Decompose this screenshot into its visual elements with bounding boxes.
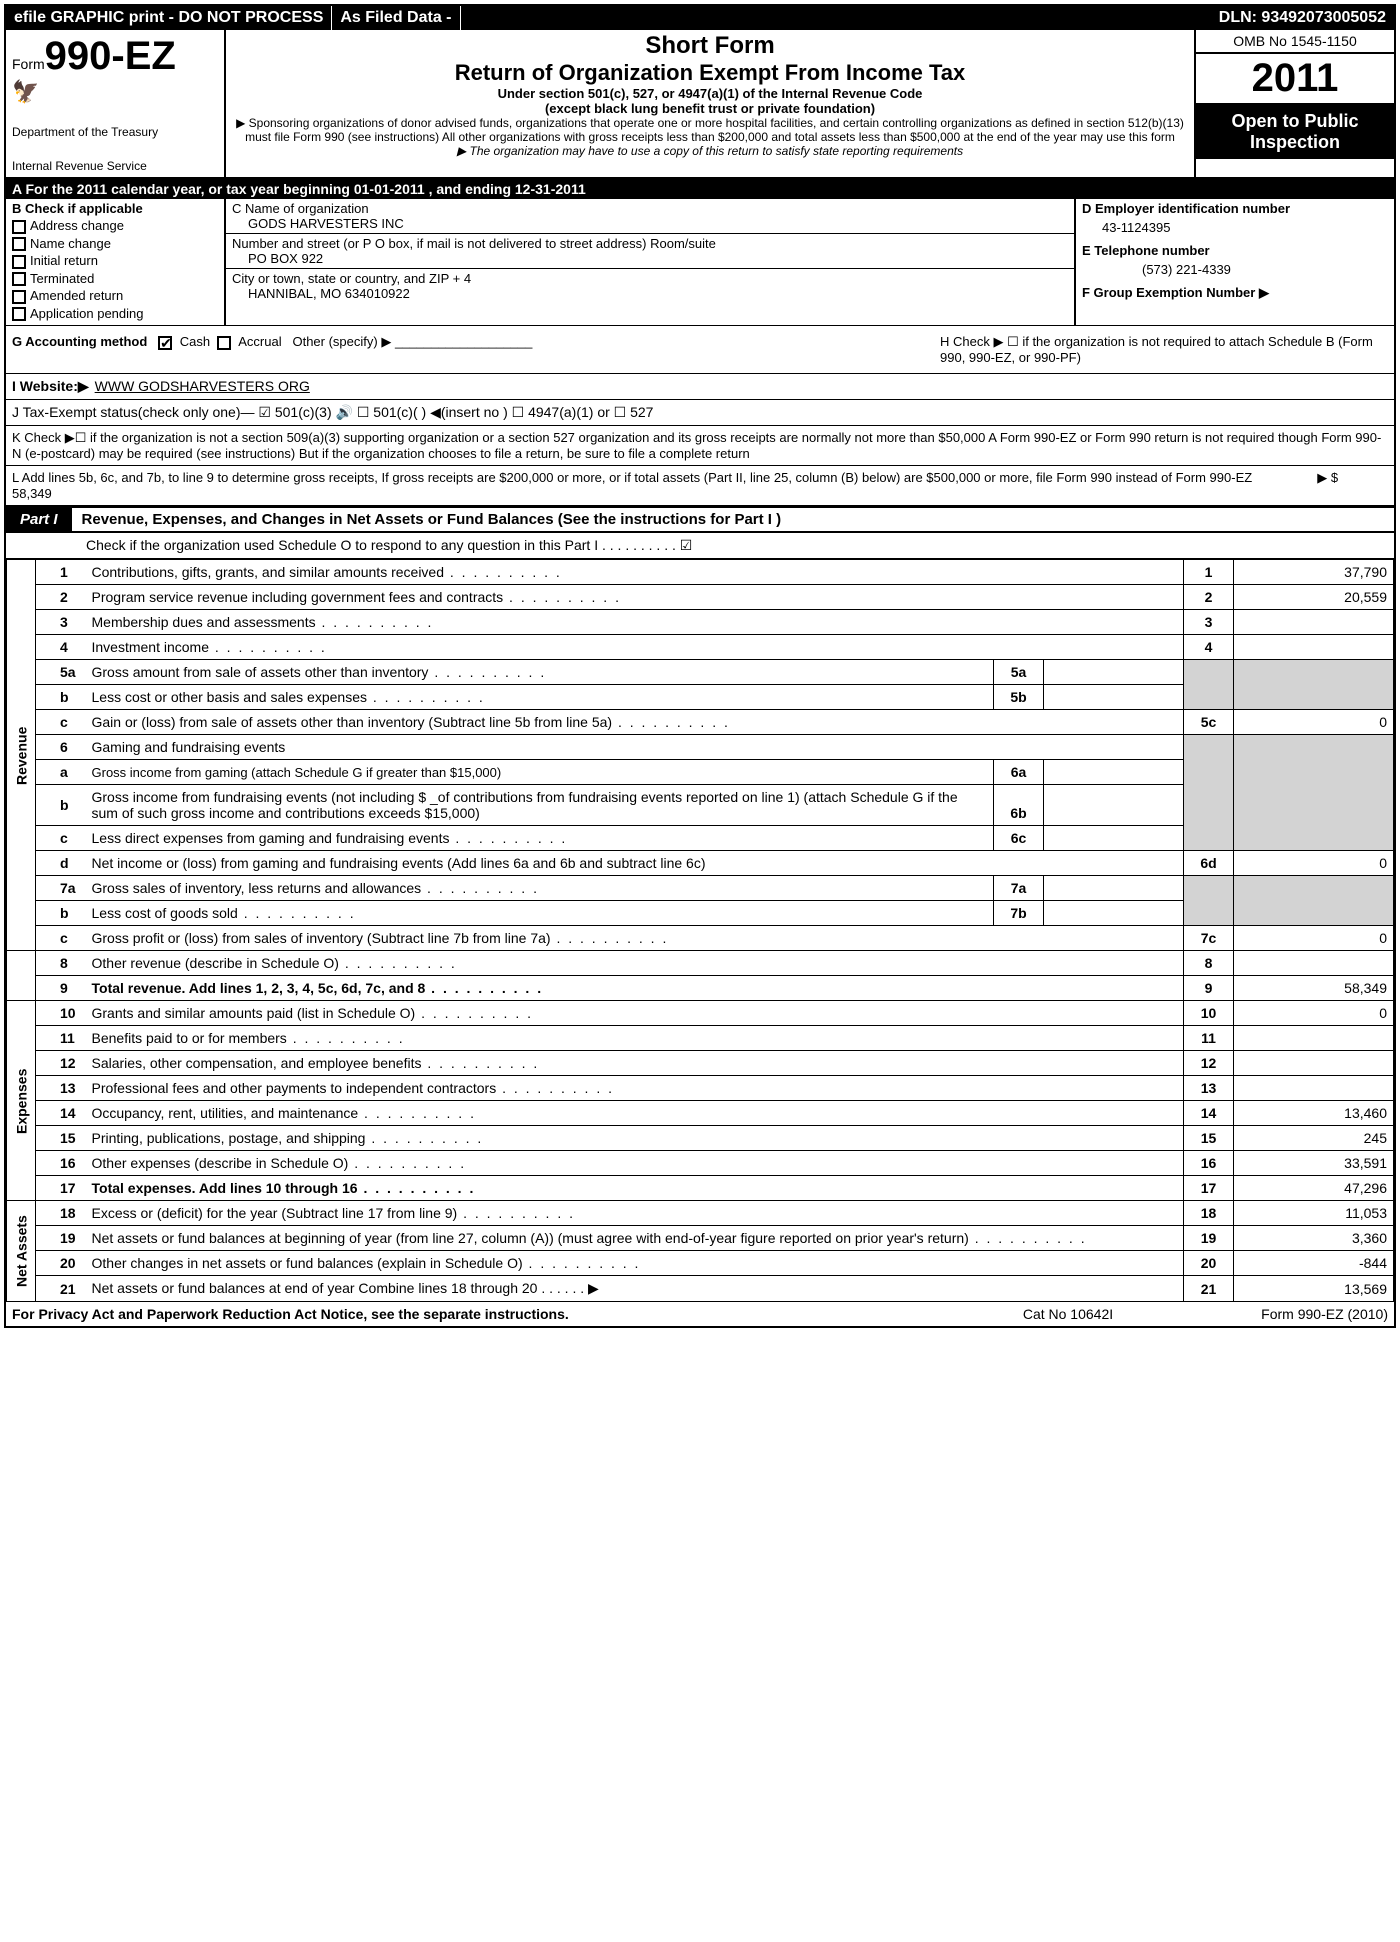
col-b-title: B Check if applicable — [12, 201, 218, 216]
org-name-value: GODS HARVESTERS INC — [232, 216, 1068, 231]
gh-row: G Accounting method Cash Accrual Other (… — [6, 326, 1394, 374]
part1-header: Part I Revenue, Expenses, and Changes in… — [6, 506, 1394, 533]
row-g: G Accounting method Cash Accrual Other (… — [6, 326, 934, 373]
cb-initial[interactable]: Initial return — [12, 253, 218, 269]
footer-catno: Cat No 10642I — [968, 1306, 1168, 1322]
expenses-label: Expenses — [7, 1001, 36, 1201]
part1-table: Revenue 1 Contributions, gifts, grants, … — [6, 559, 1394, 1302]
g-label: G Accounting method — [12, 334, 147, 349]
header-left: Form990-EZ 🦅 Department of the Treasury … — [6, 30, 226, 177]
as-filed: As Filed Data - — [332, 6, 460, 30]
cb-pending[interactable]: Application pending — [12, 306, 218, 322]
return-title: Return of Organization Exempt From Incom… — [234, 60, 1186, 86]
subtitle-2: (except black lung benefit trust or priv… — [234, 101, 1186, 116]
city-block: City or town, state or country, and ZIP … — [226, 269, 1074, 303]
col-c: C Name of organization GODS HARVESTERS I… — [226, 199, 1074, 325]
city-label: City or town, state or country, and ZIP … — [232, 271, 1068, 286]
col-d: D Employer identification number 43-1124… — [1074, 199, 1394, 325]
row-j: J Tax-Exempt status(check only one)— ☑ 5… — [6, 400, 1394, 426]
eagle-icon: 🦅 — [12, 79, 218, 105]
row-a: A For the 2011 calendar year, or tax yea… — [6, 179, 1394, 199]
part1-title: Revenue, Expenses, and Changes in Net As… — [72, 511, 782, 528]
footer-form: Form 990-EZ (2010) — [1168, 1306, 1388, 1322]
omb-number: OMB No 1545-1150 — [1196, 30, 1394, 54]
row-k: K Check ▶☐ if the organization is not a … — [6, 426, 1394, 466]
revenue-label: Revenue — [7, 560, 36, 951]
ein-label: D Employer identification number — [1082, 201, 1388, 216]
row-h: H Check ▶ ☐ if the organization is not r… — [934, 326, 1394, 373]
netassets-label: Net Assets — [7, 1201, 36, 1302]
addr-block: Number and street (or P O box, if mail i… — [226, 234, 1074, 269]
irs: Internal Revenue Service — [12, 159, 218, 173]
desc-1: ▶ Sponsoring organizations of donor advi… — [234, 116, 1186, 144]
part1-tag: Part I — [6, 508, 72, 531]
header: Form990-EZ 🦅 Department of the Treasury … — [6, 30, 1394, 179]
tel-value: (573) 221-4339 — [1082, 258, 1388, 285]
website-link[interactable]: WWW GODSHARVESTERS ORG — [95, 378, 310, 394]
open-2: Inspection — [1200, 132, 1390, 153]
col-b: B Check if applicable Address change Nam… — [6, 199, 226, 325]
open-1: Open to Public — [1200, 111, 1390, 132]
row-l-amt-lbl: ▶ $ — [1317, 470, 1338, 485]
efile-notice: efile GRAPHIC print - DO NOT PROCESS — [6, 6, 332, 30]
cb-address[interactable]: Address change — [12, 218, 218, 234]
form-number: Form990-EZ — [12, 34, 218, 79]
cb-name[interactable]: Name change — [12, 236, 218, 252]
part1-check-o: Check if the organization used Schedule … — [6, 533, 1394, 559]
dln: DLN: 93492073005052 — [1211, 6, 1394, 30]
row-l: L Add lines 5b, 6c, and 7b, to line 9 to… — [6, 466, 1394, 506]
desc-2: ▶ The organization may have to use a cop… — [234, 144, 1186, 158]
open-public: Open to Public Inspection — [1196, 105, 1394, 159]
tel-label: E Telephone number — [1082, 243, 1388, 258]
row-l-text: L Add lines 5b, 6c, and 7b, to line 9 to… — [12, 470, 1252, 485]
subtitle-1: Under section 501(c), 527, or 4947(a)(1)… — [234, 86, 1186, 101]
form-prefix: Form — [12, 56, 45, 72]
footer: For Privacy Act and Paperwork Reduction … — [6, 1302, 1394, 1326]
dept-treasury: Department of the Treasury — [12, 125, 218, 139]
row-l-amt-val: 58,349 — [12, 486, 52, 501]
header-center: Short Form Return of Organization Exempt… — [226, 30, 1194, 177]
cb-amended[interactable]: Amended return — [12, 288, 218, 304]
row-i: I Website:▶ WWW GODSHARVESTERS ORG — [6, 374, 1394, 400]
footer-privacy: For Privacy Act and Paperwork Reduction … — [12, 1306, 968, 1322]
cb-accrual[interactable] — [217, 336, 231, 350]
top-bar: efile GRAPHIC print - DO NOT PROCESS As … — [6, 6, 1394, 30]
form-page: efile GRAPHIC print - DO NOT PROCESS As … — [4, 4, 1396, 1328]
bcd-row: B Check if applicable Address change Nam… — [6, 199, 1394, 326]
website-label: I Website:▶ — [12, 378, 89, 395]
org-name-block: C Name of organization GODS HARVESTERS I… — [226, 199, 1074, 234]
header-right: OMB No 1545-1150 2011 Open to Public Ins… — [1194, 30, 1394, 177]
group-label: F Group Exemption Number ▶ — [1082, 285, 1388, 301]
short-form-title: Short Form — [234, 32, 1186, 60]
addr-value: PO BOX 922 — [232, 251, 1068, 266]
cb-cash[interactable] — [158, 336, 172, 350]
ein-value: 43-1124395 — [1082, 216, 1388, 243]
city-value: HANNIBAL, MO 634010922 — [232, 286, 1068, 301]
cb-terminated[interactable]: Terminated — [12, 271, 218, 287]
org-name-label: C Name of organization — [232, 201, 1068, 216]
addr-label: Number and street (or P O box, if mail i… — [232, 236, 1068, 251]
form-no-big: 990-EZ — [45, 34, 176, 78]
tax-year: 2011 — [1196, 54, 1394, 105]
